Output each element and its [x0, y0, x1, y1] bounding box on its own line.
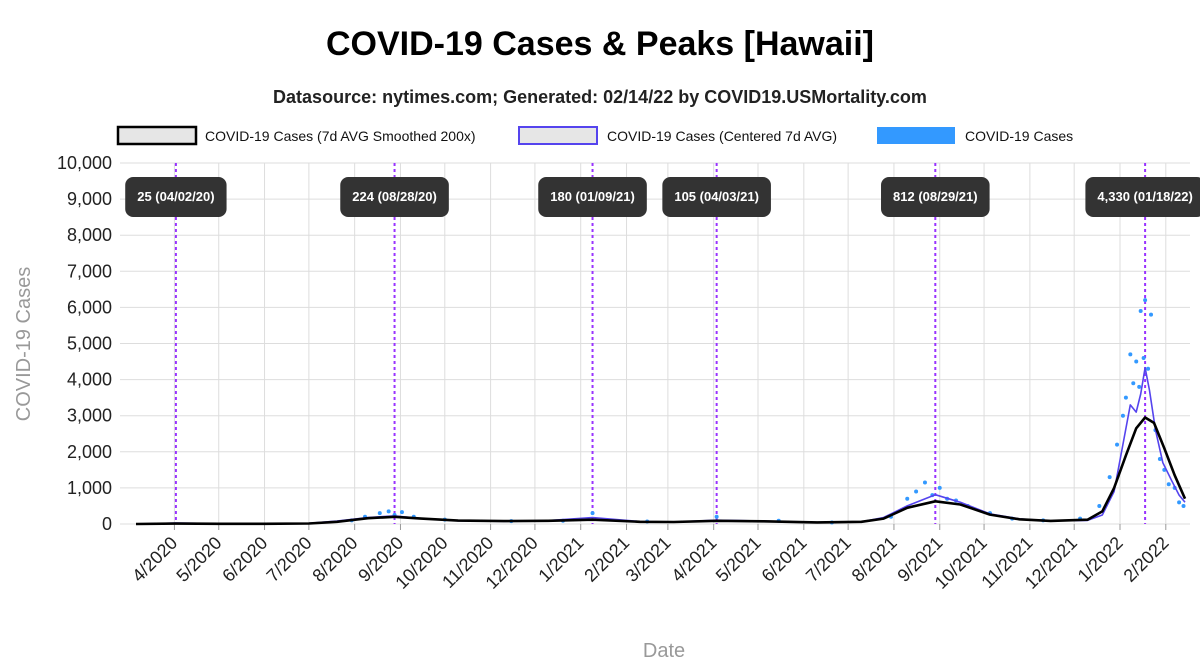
y-tick-label: 1,000 — [67, 478, 112, 498]
grid — [120, 162, 1190, 530]
peak-label: 224 (08/28/20) — [340, 177, 449, 217]
x-tick-label: 6/2020 — [218, 533, 271, 586]
case-point — [1149, 312, 1154, 317]
y-tick-label: 7,000 — [67, 261, 112, 281]
centered-avg-line — [135, 366, 1186, 525]
case-point — [1166, 482, 1171, 487]
case-point — [1131, 381, 1136, 386]
peak-label-box — [125, 177, 227, 217]
y-tick-label: 0 — [102, 514, 112, 534]
peak-label: 180 (01/09/21) — [538, 177, 647, 217]
smoothed-line — [135, 416, 1187, 526]
y-tick-label: 2,000 — [67, 442, 112, 462]
peak-label-text: 105 (04/03/21) — [674, 189, 759, 204]
peak-label: 105 (04/03/21) — [662, 177, 771, 217]
peak-lines — [174, 163, 1147, 524]
x-tick-label: 2/2021 — [580, 533, 633, 586]
peak-label-box — [881, 177, 990, 217]
legend-swatch-cases — [877, 127, 955, 144]
peak-labels: 25 (04/02/20) 224 (08/28/20) 180 (01/09/21… — [125, 177, 1200, 217]
peak-label-box — [538, 177, 647, 217]
peak-label-box — [662, 177, 771, 217]
case-point — [1138, 309, 1143, 314]
case-point — [590, 511, 595, 516]
y-tick-label: 9,000 — [67, 189, 112, 209]
x-tick-label: 5/2020 — [172, 533, 225, 586]
cases-points — [349, 298, 1186, 525]
case-point — [1137, 384, 1142, 389]
y-axis-label: COVID-19 Cases — [13, 267, 35, 422]
case-point — [1123, 395, 1128, 400]
case-point — [1143, 298, 1148, 303]
peak-label: 4,330 (01/18/22) — [1085, 177, 1200, 217]
legend-label-smoothed: COVID-19 Cases (7d AVG Smoothed 200x) — [205, 128, 476, 144]
x-tick-label: 1/2021 — [534, 533, 587, 586]
case-point — [1177, 500, 1182, 505]
legend-label-centered: COVID-19 Cases (Centered 7d AVG) — [607, 128, 837, 144]
x-tick-label: 8/2020 — [308, 533, 361, 586]
chart-subtitle: Datasource: nytimes.com; Generated: 02/1… — [273, 87, 927, 107]
chart-title: COVID-19 Cases & Peaks [Hawaii] — [326, 25, 874, 63]
x-tick-label: 1/2022 — [1074, 533, 1127, 586]
x-tick-label: 7/2020 — [263, 533, 316, 586]
peak-label-text: 812 (08/29/21) — [893, 189, 978, 204]
case-point — [1115, 442, 1120, 447]
case-point — [1157, 457, 1162, 462]
case-point — [714, 514, 719, 519]
case-point — [377, 511, 382, 516]
y-tick-label: 6,000 — [67, 297, 112, 317]
legend: COVID-19 Cases (7d AVG Smoothed 200x) CO… — [116, 125, 1073, 146]
y-tick-label: 3,000 — [67, 406, 112, 426]
case-point — [1097, 503, 1102, 508]
x-axis-label: Date — [643, 640, 685, 662]
case-point — [914, 489, 919, 494]
peak-label: 25 (04/02/20) — [125, 177, 227, 217]
x-tick-label: 7/2021 — [802, 533, 855, 586]
case-point — [1141, 355, 1146, 360]
case-point — [922, 480, 927, 485]
case-point — [937, 485, 942, 490]
x-tick-label: 5/2021 — [712, 533, 765, 586]
y-tick-label: 10,000 — [57, 153, 112, 173]
peak-label-text: 4,330 (01/18/22) — [1097, 189, 1192, 204]
case-point — [1134, 359, 1139, 364]
peak-label-text: 180 (01/09/21) — [550, 189, 635, 204]
x-tick-label: 3/2021 — [622, 533, 675, 586]
series-lines — [135, 366, 1187, 526]
peak-label: 812 (08/29/21) — [881, 177, 990, 217]
peak-label-text: 224 (08/28/20) — [352, 189, 437, 204]
x-tick-label: 4/2021 — [667, 533, 720, 586]
case-point — [1107, 475, 1112, 480]
peak-label-box — [340, 177, 449, 217]
case-point — [1120, 413, 1125, 418]
x-tick-label: 6/2021 — [758, 533, 811, 586]
legend-label-cases: COVID-19 Cases — [965, 128, 1073, 144]
x-tick-label: 8/2021 — [848, 533, 901, 586]
x-tick-label: 4/2020 — [128, 533, 181, 586]
case-point — [1181, 503, 1186, 508]
case-point — [1146, 366, 1151, 371]
case-point — [1128, 352, 1133, 357]
case-point — [386, 509, 391, 514]
peak-label-box — [1085, 177, 1200, 217]
y-tick-label: 5,000 — [67, 334, 112, 354]
legend-swatch-smoothed — [116, 125, 198, 146]
x-tick-label: 2/2022 — [1120, 533, 1173, 586]
y-axis-ticks: 0 1,000 2,000 3,000 4,000 5,000 6,000 7,000 8,00… — [57, 153, 112, 534]
case-point — [905, 496, 910, 501]
y-tick-label: 4,000 — [67, 370, 112, 390]
peak-label-text: 25 (04/02/20) — [137, 189, 214, 204]
case-point — [399, 510, 404, 515]
y-tick-label: 8,000 — [67, 225, 112, 245]
x-axis-ticks: 4/20205/20206/20207/20208/20209/202010/2… — [128, 533, 1172, 593]
legend-swatch-centered — [518, 126, 598, 145]
